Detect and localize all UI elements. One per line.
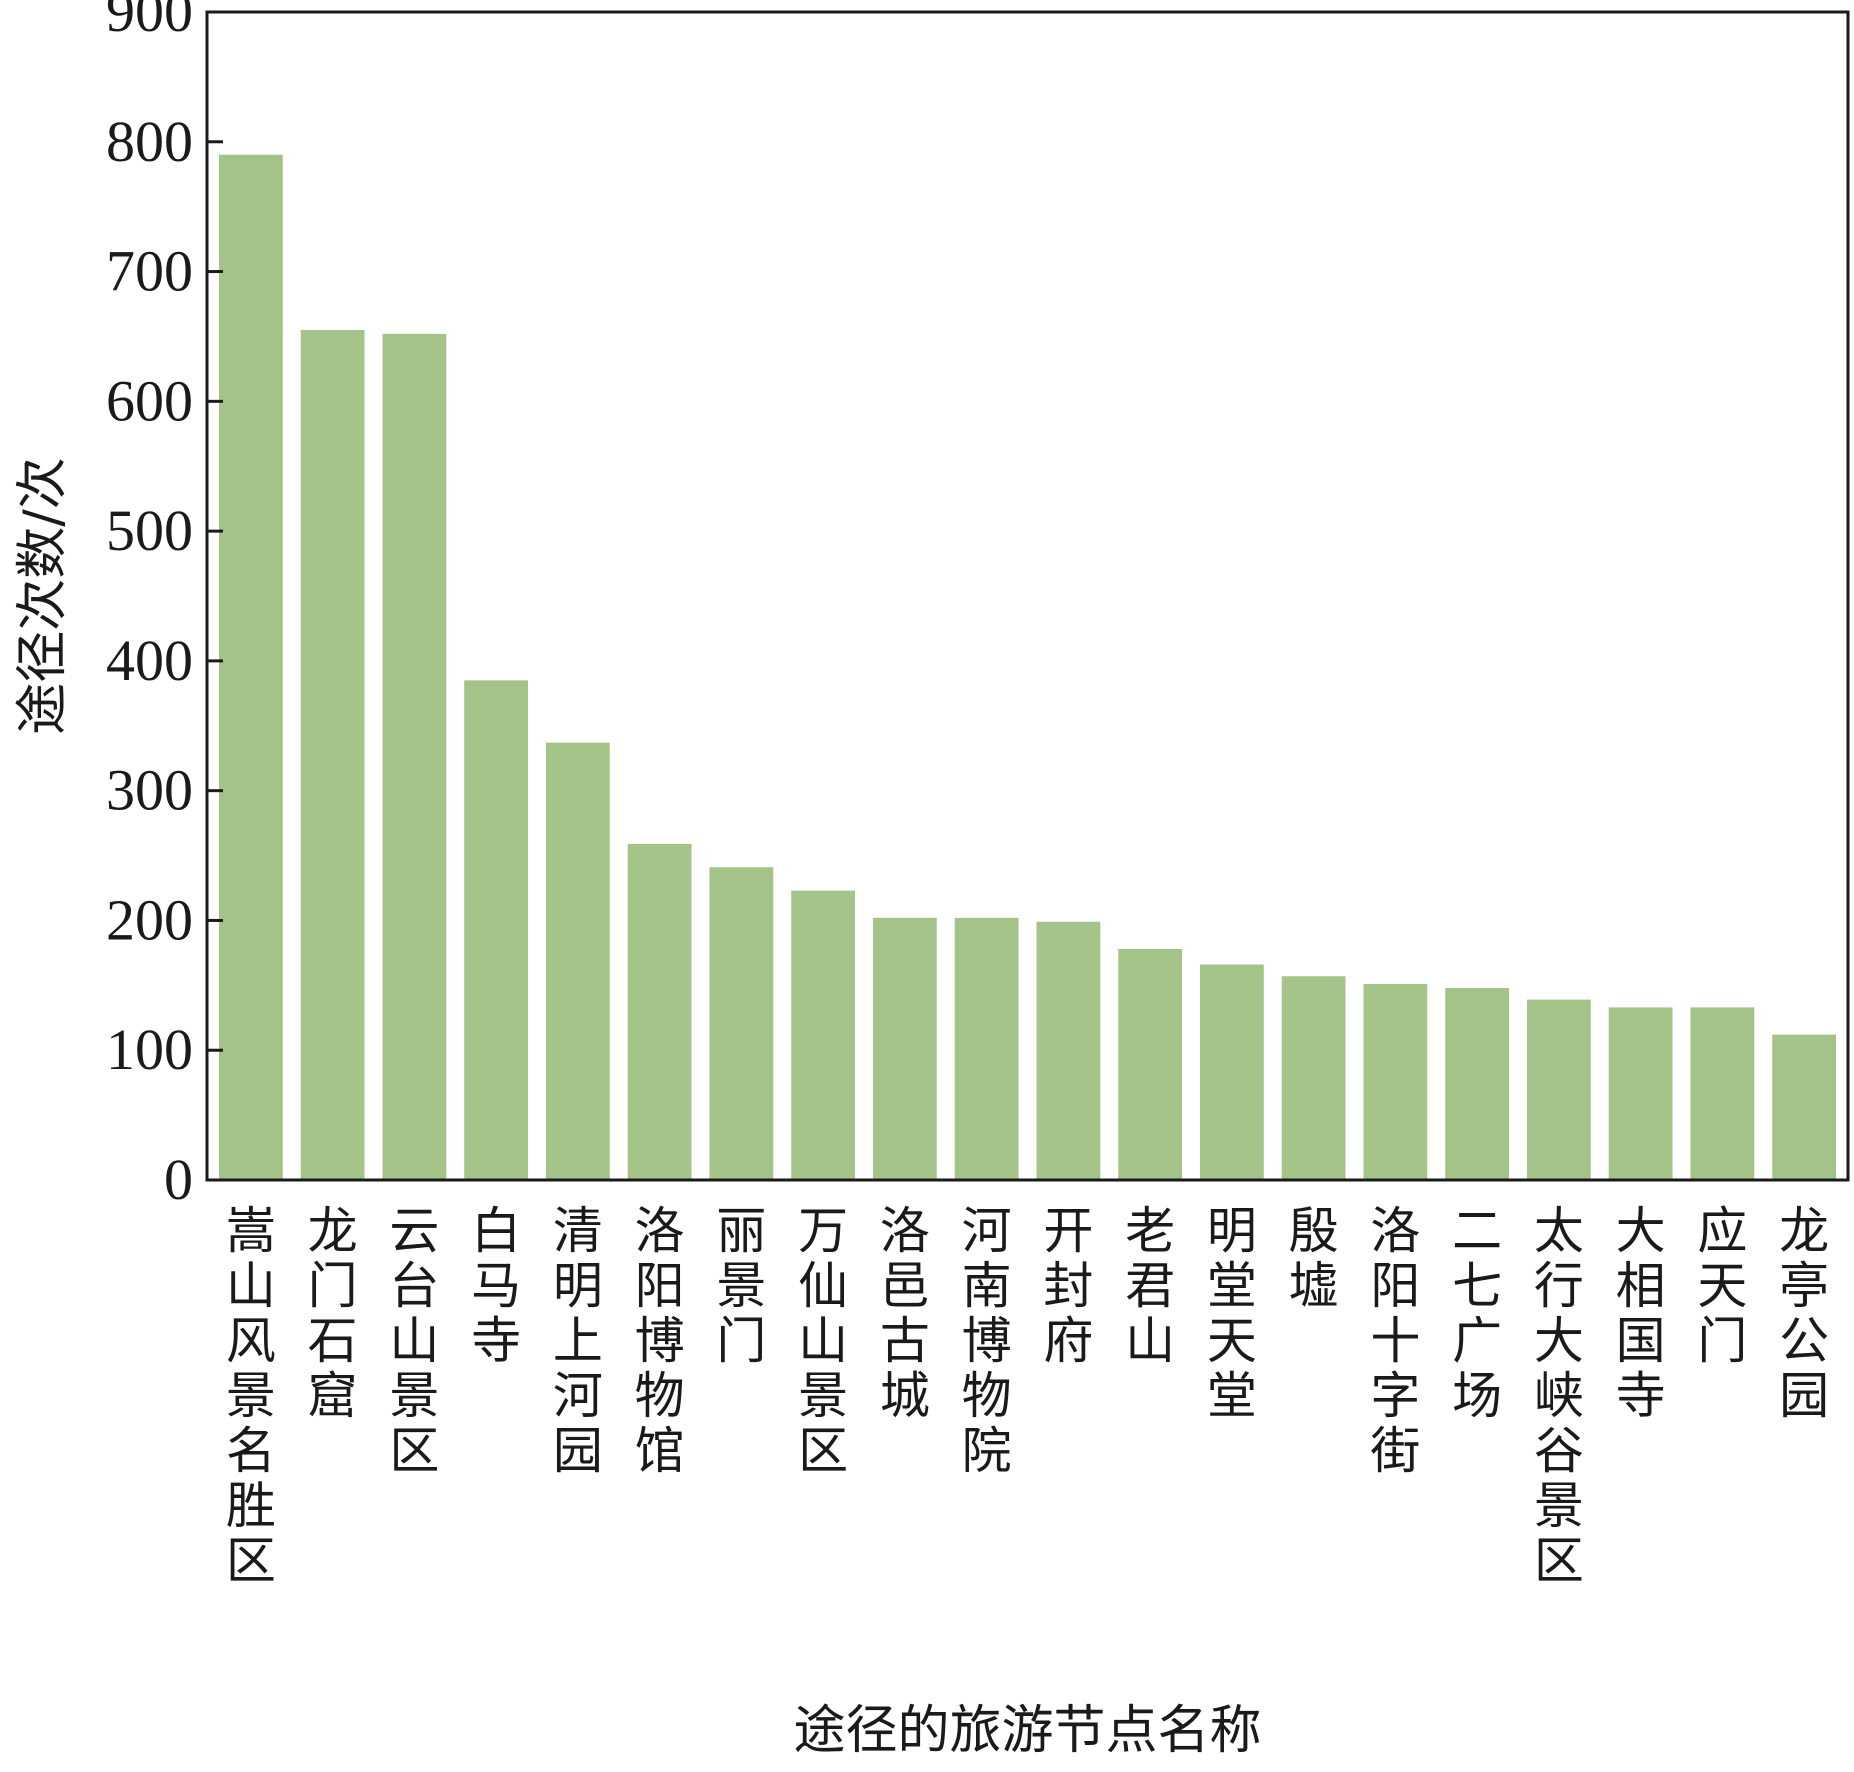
x-category-label: 开封府 [1043,1202,1093,1370]
y-tick-label: 300 [106,758,193,823]
plot-frame [205,10,1850,1182]
y-tick-label: 400 [106,628,193,693]
bar-6 [627,843,692,1180]
x-category-label: 太行大峡谷景区 [1534,1202,1584,1590]
x-category-label: 龙亭公园 [1779,1202,1829,1425]
x-category-label: 云台山景区 [389,1202,439,1480]
y-tick-label: 800 [106,109,193,174]
x-category-label: 洛阳博物馆 [635,1202,685,1480]
bar-10 [954,917,1019,1180]
x-category-label: 大相国寺 [1616,1202,1666,1425]
y-axis-title: 途径次数/次 [13,457,73,735]
x-category-label: 老君山 [1125,1202,1175,1370]
y-tick-label: 700 [106,239,193,304]
bar-19 [1690,1007,1755,1180]
x-category-label: 清明上河园 [553,1202,603,1480]
y-tick-label: 600 [106,368,193,433]
bar-20 [1772,1034,1837,1180]
x-axis-title: 途径的旅游节点名称 [793,1701,1261,1761]
x-category-label: 龙门石窟 [308,1202,358,1425]
x-category-label: 丽景门 [716,1202,766,1370]
bar-14 [1281,976,1346,1180]
bar-9 [872,917,937,1180]
bar-18 [1608,1007,1673,1180]
x-category-label: 白马寺 [471,1202,521,1370]
x-category-label: 嵩山风景名胜区 [226,1202,276,1590]
x-axis-labels: 嵩山风景名胜区龙门石窟云台山景区白马寺清明上河园洛阳博物馆丽景门万仙山景区洛邑古… [226,1202,1829,1590]
bar-15 [1363,984,1428,1180]
x-category-label: 殷墟 [1289,1202,1339,1315]
bar-4 [464,680,529,1180]
bar-12 [1118,948,1183,1180]
x-category-label: 二七广场 [1452,1202,1502,1425]
bar-5 [545,742,610,1180]
bar-1 [218,154,283,1180]
x-category-label: 万仙山景区 [798,1202,848,1480]
y-tick-label: 900 [106,0,193,44]
bar-3 [382,333,447,1180]
x-category-label: 河南博物院 [962,1202,1012,1480]
x-category-label: 应天门 [1697,1202,1747,1370]
bar-2 [300,329,365,1180]
bar-8 [791,890,856,1180]
bar-17 [1526,999,1591,1180]
x-category-label: 洛阳十字街 [1370,1202,1420,1480]
y-axis: 0 100 200 300 400 500 600 700 800 900 [106,0,223,1212]
y-tick-label: 0 [164,1147,193,1212]
bar-7 [709,867,774,1180]
x-category-label: 洛邑古城 [880,1202,930,1425]
bar-13 [1199,964,1264,1180]
y-tick-label: 200 [106,887,193,952]
y-tick-label: 100 [106,1017,193,1082]
bar-11 [1036,921,1101,1180]
x-category-label: 明堂天堂 [1207,1202,1257,1425]
y-tick-label: 500 [106,498,193,563]
bar-16 [1445,987,1510,1180]
bars-group [218,154,1837,1180]
